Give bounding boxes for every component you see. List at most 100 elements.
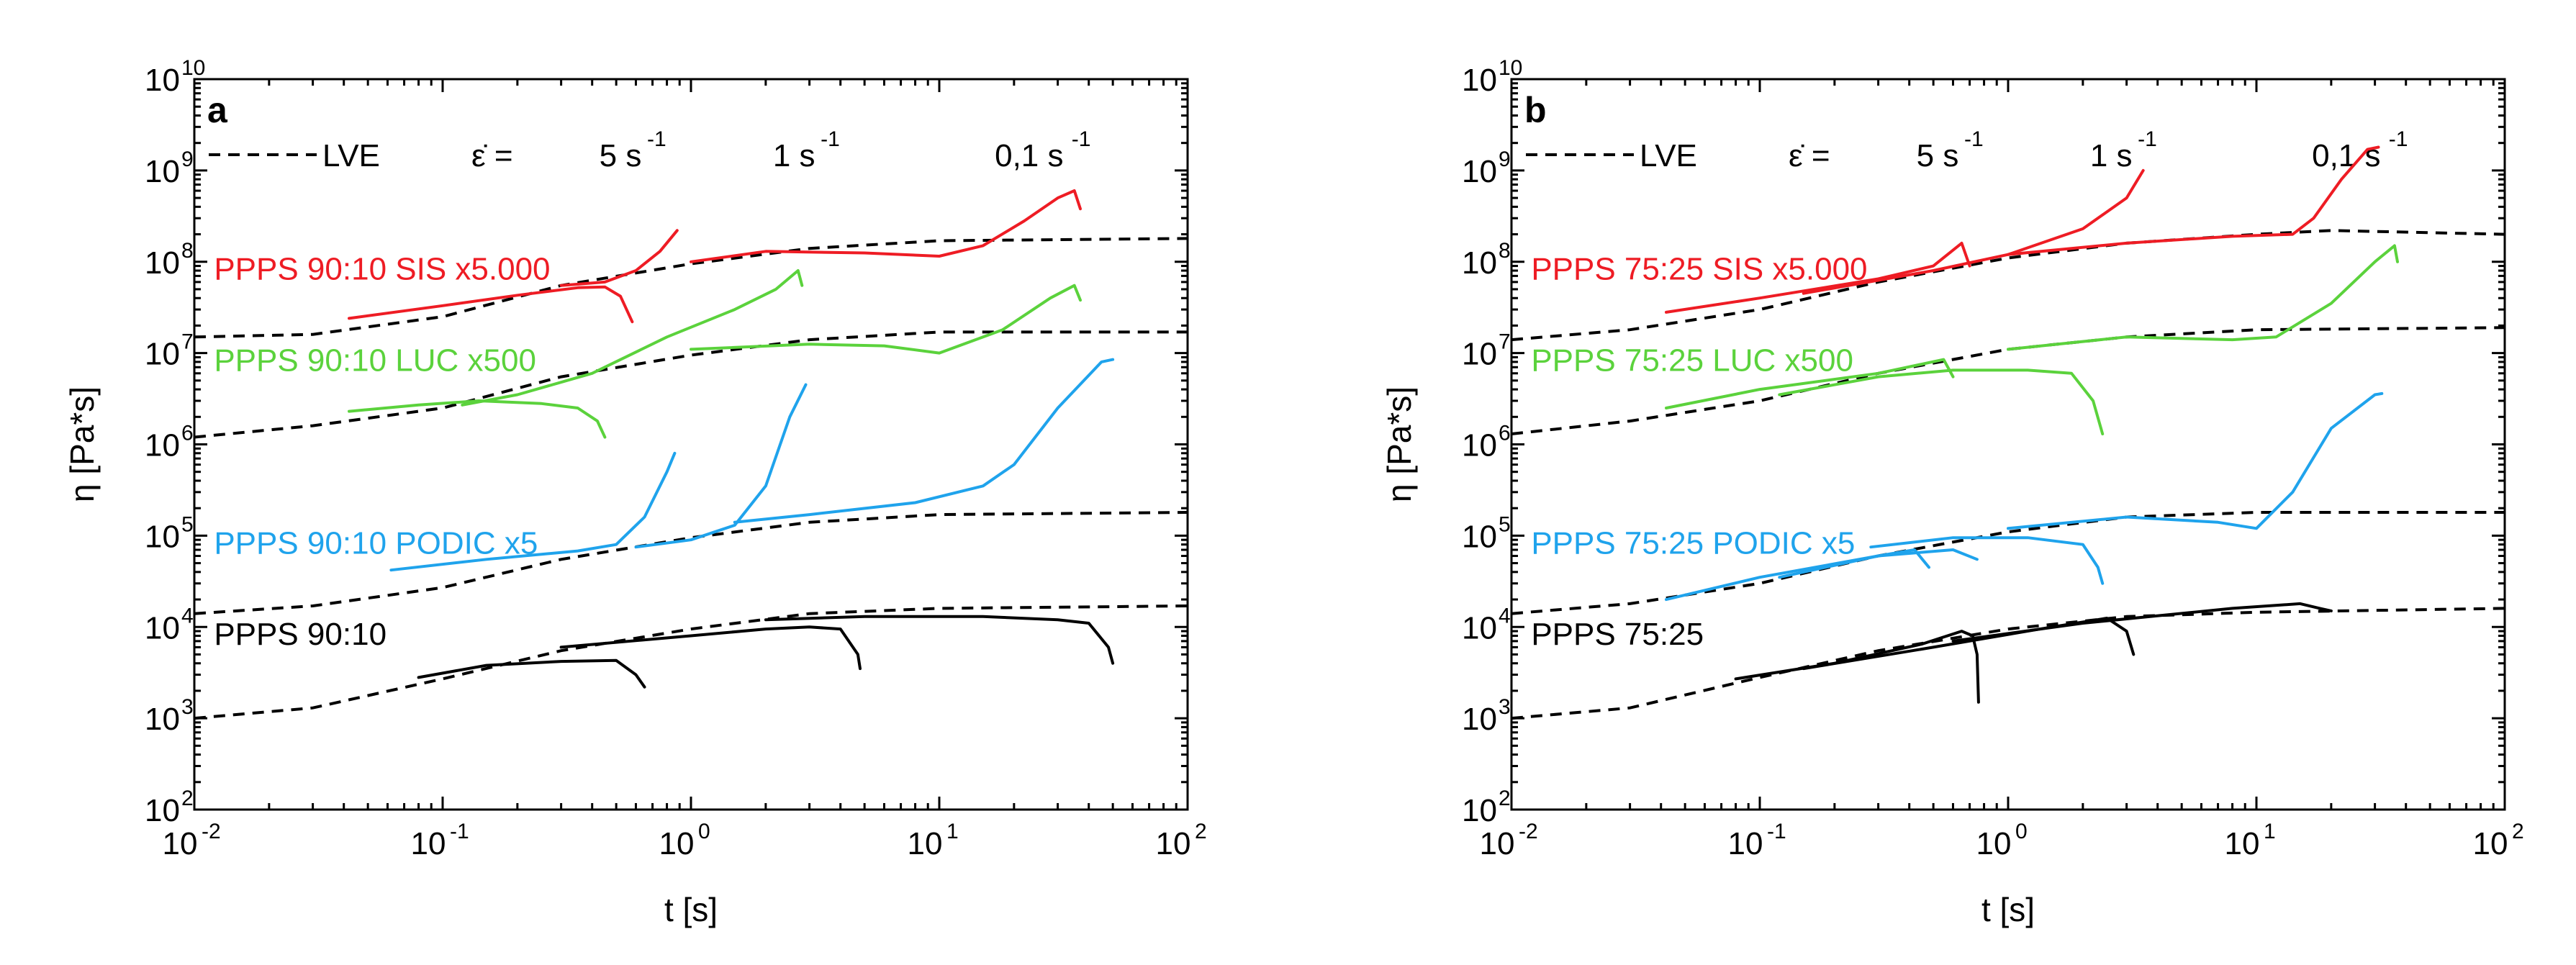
y-axis-title: η [Pa*s] [1380,386,1418,502]
x-tick-label: 10 [2473,826,2508,861]
viscosity-curve [1802,617,2136,671]
x-axis-title: t [s] [664,891,718,928]
x-tick-exponent: -1 [450,820,469,843]
y-tick-label: 10 [1462,63,1497,98]
viscosity-curve [2007,391,2384,530]
y-tick-label: 10 [145,428,180,463]
x-tick-exponent: -1 [1767,820,1786,843]
viscosity-curve [461,269,804,407]
viscosity-curve [2007,244,2399,351]
viscosity-curve [1802,168,2145,295]
strain-rate-label: 1 s [2090,138,2133,173]
lve-curve [1511,607,2505,720]
x-tick-exponent: -2 [202,820,221,843]
y-tick-exponent: 6 [181,422,194,445]
lve-curve [194,330,1188,439]
y-tick-label: 10 [1462,610,1497,645]
series-label: PPPS 75:25 PODIC x5 [1531,525,1855,561]
viscosity-curve [1734,630,1980,704]
y-tick-label: 10 [145,793,180,828]
x-tick-label: 10 [1728,826,1763,861]
viscosity-curve [690,189,1082,263]
y-tick-label: 10 [145,519,180,554]
x-tick-label: 10 [2225,826,2260,861]
plot-frame [1510,78,2506,811]
series-label: PPPS 75:25 LUC x500 [1531,343,1853,379]
y-tick-exponent: 8 [1499,239,1511,263]
plot-frame [193,78,1189,811]
y-tick-exponent: 4 [1499,604,1511,628]
x-tick-label: 10 [659,826,695,861]
x-tick-exponent: 1 [2264,820,2276,843]
viscosity-curve [2007,145,2380,256]
y-tick-label: 10 [145,245,180,281]
strain-rate-exponent: -1 [647,127,666,151]
panel-b: 10 -2 10 -1 10 0 10 1 10 210 210 310 410 510 610 710 810… [1380,56,2524,928]
x-tick-label: 10 [1480,826,1515,861]
y-tick-exponent: 2 [181,787,194,810]
x-tick-exponent: 1 [946,820,959,843]
lve-curve [194,511,1188,615]
x-tick-exponent: -2 [1519,820,1538,843]
x-tick-label: 10 [1156,826,1191,861]
viscosity-curve [1778,368,2105,435]
strain-rate-exponent: -1 [2138,127,2157,151]
x-axis-title: t [s] [1981,891,2035,928]
x-tick-label: 10 [163,826,198,861]
viscosity-curve [559,625,862,671]
viscosity-curve [690,284,1082,355]
viscosity-curve [764,615,1115,665]
y-tick-label: 10 [145,702,180,737]
panel-letter: a [207,90,228,130]
legend-lve-label: LVE [322,138,380,173]
y-tick-exponent: 5 [1499,512,1511,536]
viscosity-curve [348,285,634,324]
series-label: PPPS 90:10 PODIC x5 [214,525,538,561]
y-axis-title: η [Pa*s] [63,386,101,502]
y-tick-exponent: 3 [1499,695,1511,719]
y-tick-label: 10 [1462,337,1497,372]
strain-rate-label: 5 s [600,138,642,173]
series-label: PPPS 90:10 SIS x5.000 [214,252,550,287]
series-label: PPPS 75:25 SIS x5.000 [1531,252,1867,287]
y-tick-label: 10 [1462,519,1497,554]
y-tick-label: 10 [1462,793,1497,828]
y-tick-exponent: 7 [181,330,194,354]
panel-a: 10 -2 10 -1 10 0 10 1 10 210 210 310 410 510 610 710 810… [63,56,1207,928]
viscosity-curve [1778,548,1979,579]
y-tick-exponent: 6 [1499,422,1511,445]
strain-rate-label: 1 s [773,138,815,173]
y-tick-exponent: 3 [181,695,194,719]
viscosity-curve [1665,358,1955,409]
y-tick-label: 10 [1462,702,1497,737]
y-tick-label: 10 [145,610,180,645]
viscosity-curve [634,383,808,549]
legend-lve-label: LVE [1640,138,1697,173]
strain-rate-exponent: -1 [2389,127,2408,151]
y-tick-exponent: 4 [181,604,194,628]
x-tick-exponent: 2 [1195,820,1207,843]
x-tick-label: 10 [1976,826,2012,861]
viscosity-curve [1869,536,2105,585]
lve-curve [1511,511,2505,615]
x-tick-label: 10 [411,826,446,861]
viscosity-curve [348,399,607,439]
y-tick-exponent: 10 [1499,56,1522,80]
lve-curve [1511,229,2505,342]
y-tick-exponent: 8 [181,239,194,263]
x-tick-label: 10 [908,826,943,861]
series-label: PPPS 90:10 LUC x500 [214,343,536,379]
x-tick-exponent: 0 [2015,820,2028,843]
viscosity-curve [389,451,677,572]
y-tick-exponent: 9 [181,148,194,171]
y-tick-exponent: 5 [181,512,194,536]
y-tick-label: 10 [1462,428,1497,463]
y-tick-exponent: 2 [1499,787,1511,810]
x-tick-exponent: 0 [698,820,710,843]
strain-rate-symbol: ε̇ = [1789,138,1830,173]
y-tick-label: 10 [145,154,180,189]
strain-rate-symbol: ε̇ = [471,138,513,173]
y-tick-exponent: 7 [1499,330,1511,354]
strain-rate-exponent: -1 [821,127,840,151]
